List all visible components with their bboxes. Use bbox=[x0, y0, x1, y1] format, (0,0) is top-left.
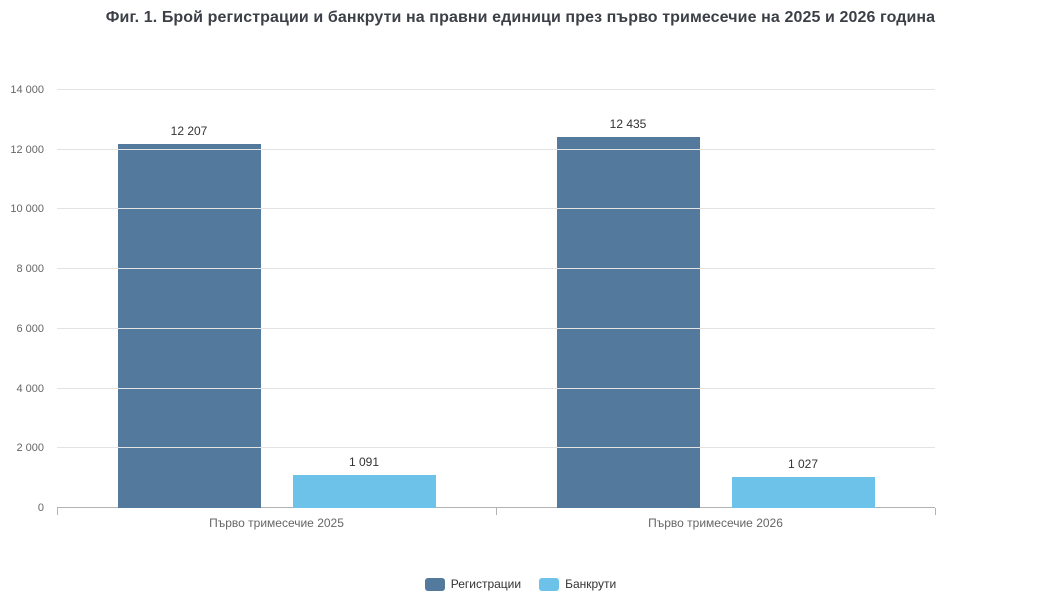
bar-groups: 12 207 1 091 12 435 1 027 bbox=[57, 90, 935, 508]
bar-group: 12 207 1 091 bbox=[57, 90, 496, 508]
gridline bbox=[57, 327, 935, 329]
y-tick-label: 6 000 bbox=[16, 322, 44, 335]
bar-group: 12 435 1 027 bbox=[496, 90, 935, 508]
y-tick-label: 4 000 bbox=[16, 382, 44, 395]
legend-item-Регистрации[interactable]: Регистрации bbox=[424, 577, 522, 591]
y-tick-label: 2 000 bbox=[16, 442, 44, 455]
y-tick-label: 10 000 bbox=[10, 203, 44, 216]
bar-value-label: 12 435 bbox=[609, 116, 647, 131]
legend-label: Банкрути bbox=[565, 577, 617, 591]
y-tick-label: 12 000 bbox=[10, 143, 44, 156]
gridline bbox=[57, 268, 935, 270]
bar-Банкрути-Първо тримесечие 2026[interactable] bbox=[731, 477, 875, 508]
legend-item-Банкрути[interactable]: Банкрути bbox=[539, 577, 616, 591]
x-axis-tick bbox=[496, 508, 497, 515]
bar-value-label: 12 207 bbox=[170, 123, 208, 138]
gridline bbox=[57, 447, 935, 449]
bar-value-label: 1 091 bbox=[348, 455, 380, 470]
y-axis: 0 2 000 4 000 6 000 8 000 10 000 12 000 14 000 bbox=[0, 84, 50, 514]
legend-swatch bbox=[424, 577, 445, 591]
legend-label: Регистрации bbox=[450, 577, 522, 591]
gridline bbox=[57, 148, 935, 150]
bar-Регистрации-Първо тримесечие 2025[interactable] bbox=[117, 143, 261, 508]
x-axis-tick bbox=[935, 508, 936, 515]
bar-Регистрации-Първо тримесечие 2026[interactable] bbox=[556, 136, 700, 508]
y-tick-label: 14 000 bbox=[10, 84, 44, 96]
legend-swatch bbox=[539, 577, 560, 591]
x-axis-labels: Първо тримесечие 2025 Първо тримесечие 20… bbox=[57, 516, 935, 530]
x-axis-tick bbox=[57, 508, 58, 515]
bar-slot: 1 027 bbox=[731, 90, 875, 508]
plot-area: 12 207 1 091 12 435 1 027 bbox=[57, 89, 936, 515]
legend: Регистрации Банкрути bbox=[0, 577, 1041, 591]
x-axis-label: Първо тримесечие 2025 bbox=[209, 516, 344, 530]
y-tick-label: 8 000 bbox=[16, 263, 44, 276]
bar-Банкрути-Първо тримесечие 2025[interactable] bbox=[292, 475, 436, 508]
bar-slot: 12 207 bbox=[117, 90, 261, 508]
bar-value-label: 1 027 bbox=[787, 457, 819, 472]
y-tick-label: 0 bbox=[37, 502, 44, 514]
gridline bbox=[57, 89, 935, 90]
bar-slot: 1 091 bbox=[292, 90, 436, 508]
x-axis-line bbox=[57, 507, 935, 508]
x-axis-label: Първо тримесечие 2026 bbox=[648, 516, 783, 530]
gridline bbox=[57, 208, 935, 210]
gridline bbox=[57, 387, 935, 389]
bar-slot: 12 435 bbox=[556, 90, 700, 508]
chart-title: Фиг. 1. Брой регистрации и банкрути на п… bbox=[105, 9, 936, 26]
